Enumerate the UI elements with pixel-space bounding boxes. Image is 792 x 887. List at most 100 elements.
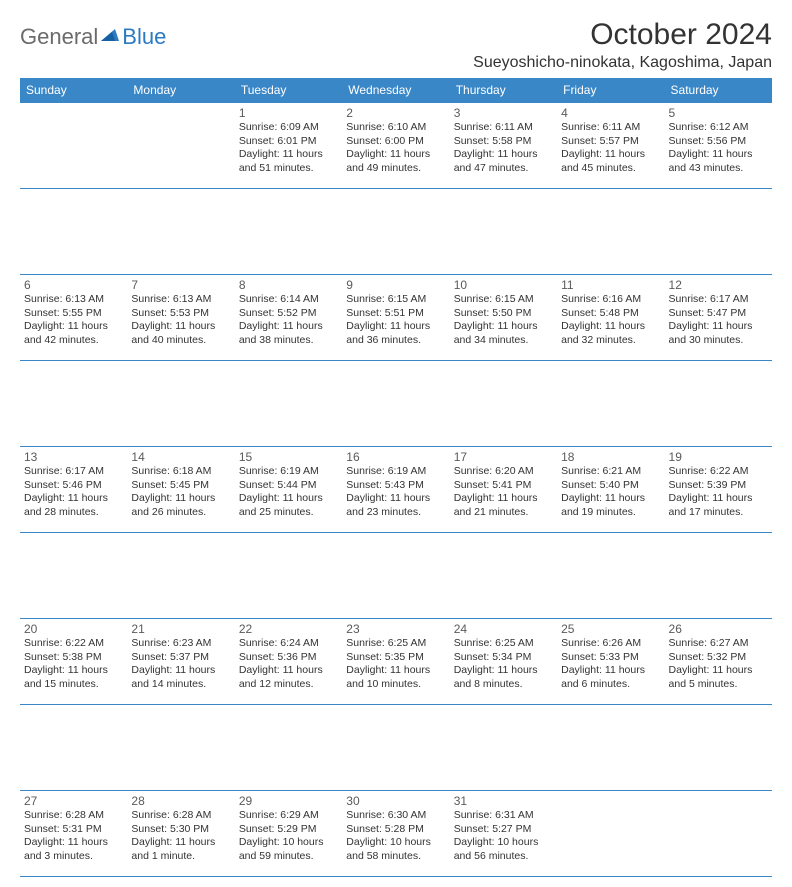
sunrise-text: Sunrise: 6:16 AM (561, 293, 660, 307)
calendar-cell: 7Sunrise: 6:13 AMSunset: 5:53 PMDaylight… (127, 275, 234, 361)
daylight-text: Daylight: 11 hours and 38 minutes. (239, 320, 338, 347)
sunset-text: Sunset: 5:39 PM (669, 479, 768, 493)
day-number: 26 (669, 622, 768, 636)
logo-text-general: General (20, 24, 98, 50)
day-number: 1 (239, 106, 338, 120)
sunrise-text: Sunrise: 6:11 AM (454, 121, 553, 135)
day-info: Sunrise: 6:29 AMSunset: 5:29 PMDaylight:… (239, 809, 338, 864)
daylight-text: Daylight: 11 hours and 51 minutes. (239, 148, 338, 175)
calendar-cell: 31Sunrise: 6:31 AMSunset: 5:27 PMDayligh… (450, 791, 557, 877)
calendar-week-row: 6Sunrise: 6:13 AMSunset: 5:55 PMDaylight… (20, 275, 772, 361)
sunset-text: Sunset: 5:51 PM (346, 307, 445, 321)
calendar-week-row: 1Sunrise: 6:09 AMSunset: 6:01 PMDaylight… (20, 103, 772, 189)
sunrise-text: Sunrise: 6:25 AM (454, 637, 553, 651)
calendar-cell: 5Sunrise: 6:12 AMSunset: 5:56 PMDaylight… (665, 103, 772, 189)
sunset-text: Sunset: 5:31 PM (24, 823, 123, 837)
sunset-text: Sunset: 5:47 PM (669, 307, 768, 321)
day-info: Sunrise: 6:31 AMSunset: 5:27 PMDaylight:… (454, 809, 553, 864)
day-number: 13 (24, 450, 123, 464)
sunset-text: Sunset: 5:36 PM (239, 651, 338, 665)
calendar-table: SundayMondayTuesdayWednesdayThursdayFrid… (20, 78, 772, 877)
calendar-cell: 27Sunrise: 6:28 AMSunset: 5:31 PMDayligh… (20, 791, 127, 877)
sunrise-text: Sunrise: 6:25 AM (346, 637, 445, 651)
day-number: 11 (561, 278, 660, 292)
sunrise-text: Sunrise: 6:13 AM (131, 293, 230, 307)
sunrise-text: Sunrise: 6:11 AM (561, 121, 660, 135)
daylight-text: Daylight: 11 hours and 14 minutes. (131, 664, 230, 691)
calendar-week-row: 20Sunrise: 6:22 AMSunset: 5:38 PMDayligh… (20, 619, 772, 705)
sunrise-text: Sunrise: 6:09 AM (239, 121, 338, 135)
sunset-text: Sunset: 6:00 PM (346, 135, 445, 149)
day-number: 8 (239, 278, 338, 292)
day-header: Friday (557, 78, 664, 103)
sunrise-text: Sunrise: 6:19 AM (239, 465, 338, 479)
daylight-text: Daylight: 11 hours and 5 minutes. (669, 664, 768, 691)
day-number: 9 (346, 278, 445, 292)
location: Sueyoshicho-ninokata, Kagoshima, Japan (473, 54, 772, 72)
daylight-text: Daylight: 10 hours and 58 minutes. (346, 836, 445, 863)
sunrise-text: Sunrise: 6:23 AM (131, 637, 230, 651)
sunrise-text: Sunrise: 6:17 AM (669, 293, 768, 307)
sunset-text: Sunset: 5:57 PM (561, 135, 660, 149)
sunset-text: Sunset: 5:37 PM (131, 651, 230, 665)
day-info: Sunrise: 6:09 AMSunset: 6:01 PMDaylight:… (239, 121, 338, 176)
header: General Blue October 2024 Sueyoshicho-ni… (20, 18, 772, 72)
calendar-page: General Blue October 2024 Sueyoshicho-ni… (0, 0, 792, 887)
day-number: 2 (346, 106, 445, 120)
daylight-text: Daylight: 11 hours and 45 minutes. (561, 148, 660, 175)
calendar-cell: 14Sunrise: 6:18 AMSunset: 5:45 PMDayligh… (127, 447, 234, 533)
logo-triangle-icon (101, 27, 119, 48)
day-info: Sunrise: 6:13 AMSunset: 5:55 PMDaylight:… (24, 293, 123, 348)
sunrise-text: Sunrise: 6:20 AM (454, 465, 553, 479)
day-info: Sunrise: 6:24 AMSunset: 5:36 PMDaylight:… (239, 637, 338, 692)
sunset-text: Sunset: 5:58 PM (454, 135, 553, 149)
daylight-text: Daylight: 11 hours and 8 minutes. (454, 664, 553, 691)
sunrise-text: Sunrise: 6:19 AM (346, 465, 445, 479)
calendar-cell: 15Sunrise: 6:19 AMSunset: 5:44 PMDayligh… (235, 447, 342, 533)
month-title: October 2024 (473, 18, 772, 52)
sunrise-text: Sunrise: 6:13 AM (24, 293, 123, 307)
day-number: 14 (131, 450, 230, 464)
day-number: 6 (24, 278, 123, 292)
calendar-cell: 16Sunrise: 6:19 AMSunset: 5:43 PMDayligh… (342, 447, 449, 533)
sunset-text: Sunset: 5:40 PM (561, 479, 660, 493)
sunrise-text: Sunrise: 6:26 AM (561, 637, 660, 651)
calendar-cell: 6Sunrise: 6:13 AMSunset: 5:55 PMDaylight… (20, 275, 127, 361)
day-number: 18 (561, 450, 660, 464)
calendar-header-row: SundayMondayTuesdayWednesdayThursdayFrid… (20, 78, 772, 103)
sunset-text: Sunset: 5:32 PM (669, 651, 768, 665)
day-info: Sunrise: 6:17 AMSunset: 5:46 PMDaylight:… (24, 465, 123, 520)
day-info: Sunrise: 6:25 AMSunset: 5:35 PMDaylight:… (346, 637, 445, 692)
day-number: 21 (131, 622, 230, 636)
daylight-text: Daylight: 11 hours and 47 minutes. (454, 148, 553, 175)
day-number: 19 (669, 450, 768, 464)
sunset-text: Sunset: 5:50 PM (454, 307, 553, 321)
day-number: 31 (454, 794, 553, 808)
sunset-text: Sunset: 5:44 PM (239, 479, 338, 493)
sunset-text: Sunset: 5:35 PM (346, 651, 445, 665)
logo-text-blue: Blue (122, 24, 166, 50)
daylight-text: Daylight: 11 hours and 19 minutes. (561, 492, 660, 519)
daylight-text: Daylight: 11 hours and 36 minutes. (346, 320, 445, 347)
daylight-text: Daylight: 10 hours and 56 minutes. (454, 836, 553, 863)
daylight-text: Daylight: 11 hours and 43 minutes. (669, 148, 768, 175)
calendar-cell: 4Sunrise: 6:11 AMSunset: 5:57 PMDaylight… (557, 103, 664, 189)
calendar-week-row: 13Sunrise: 6:17 AMSunset: 5:46 PMDayligh… (20, 447, 772, 533)
day-number: 5 (669, 106, 768, 120)
sunrise-text: Sunrise: 6:27 AM (669, 637, 768, 651)
daylight-text: Daylight: 10 hours and 59 minutes. (239, 836, 338, 863)
daylight-text: Daylight: 11 hours and 30 minutes. (669, 320, 768, 347)
day-info: Sunrise: 6:19 AMSunset: 5:44 PMDaylight:… (239, 465, 338, 520)
day-header: Saturday (665, 78, 772, 103)
daylight-text: Daylight: 11 hours and 1 minute. (131, 836, 230, 863)
calendar-cell: 23Sunrise: 6:25 AMSunset: 5:35 PMDayligh… (342, 619, 449, 705)
day-info: Sunrise: 6:28 AMSunset: 5:31 PMDaylight:… (24, 809, 123, 864)
sunset-text: Sunset: 5:27 PM (454, 823, 553, 837)
day-number: 12 (669, 278, 768, 292)
daylight-text: Daylight: 11 hours and 6 minutes. (561, 664, 660, 691)
sunset-text: Sunset: 5:29 PM (239, 823, 338, 837)
calendar-cell (665, 791, 772, 877)
daylight-text: Daylight: 11 hours and 42 minutes. (24, 320, 123, 347)
day-info: Sunrise: 6:30 AMSunset: 5:28 PMDaylight:… (346, 809, 445, 864)
day-number: 23 (346, 622, 445, 636)
